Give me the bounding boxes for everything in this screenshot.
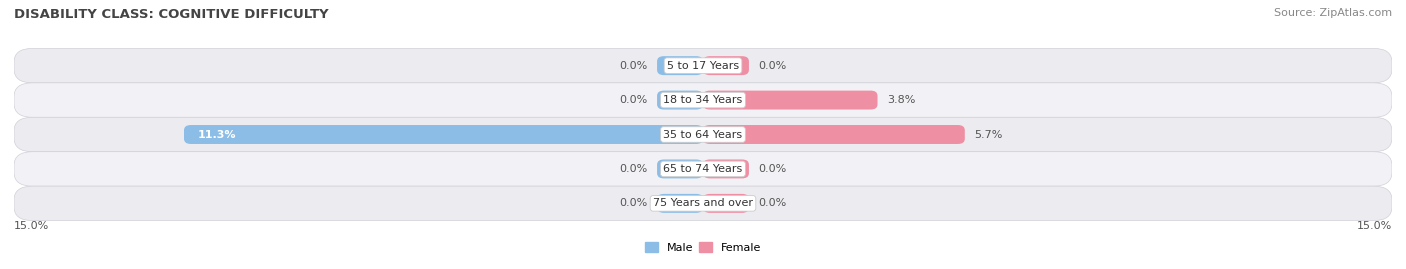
Text: 0.0%: 0.0% — [620, 95, 648, 105]
FancyBboxPatch shape — [184, 125, 703, 144]
FancyBboxPatch shape — [14, 117, 1392, 152]
Text: 3.8%: 3.8% — [887, 95, 915, 105]
Text: 0.0%: 0.0% — [620, 198, 648, 208]
FancyBboxPatch shape — [703, 194, 749, 213]
Legend: Male, Female: Male, Female — [644, 242, 762, 253]
Text: 0.0%: 0.0% — [620, 61, 648, 71]
FancyBboxPatch shape — [14, 186, 1392, 221]
Text: 5.7%: 5.7% — [974, 129, 1002, 140]
Text: 15.0%: 15.0% — [1357, 221, 1392, 231]
FancyBboxPatch shape — [14, 152, 1392, 186]
Text: 0.0%: 0.0% — [758, 198, 786, 208]
Text: 65 to 74 Years: 65 to 74 Years — [664, 164, 742, 174]
FancyBboxPatch shape — [14, 83, 1392, 117]
Text: 11.3%: 11.3% — [198, 129, 236, 140]
FancyBboxPatch shape — [703, 125, 965, 144]
FancyBboxPatch shape — [703, 160, 749, 178]
Text: 0.0%: 0.0% — [758, 61, 786, 71]
FancyBboxPatch shape — [703, 91, 877, 109]
FancyBboxPatch shape — [14, 48, 1392, 83]
Text: 15.0%: 15.0% — [14, 221, 49, 231]
Text: 0.0%: 0.0% — [758, 164, 786, 174]
Text: DISABILITY CLASS: COGNITIVE DIFFICULTY: DISABILITY CLASS: COGNITIVE DIFFICULTY — [14, 8, 329, 21]
Text: 18 to 34 Years: 18 to 34 Years — [664, 95, 742, 105]
Text: 35 to 64 Years: 35 to 64 Years — [664, 129, 742, 140]
FancyBboxPatch shape — [657, 194, 703, 213]
Text: 5 to 17 Years: 5 to 17 Years — [666, 61, 740, 71]
FancyBboxPatch shape — [657, 91, 703, 109]
Text: 0.0%: 0.0% — [620, 164, 648, 174]
FancyBboxPatch shape — [703, 56, 749, 75]
Text: Source: ZipAtlas.com: Source: ZipAtlas.com — [1274, 8, 1392, 18]
FancyBboxPatch shape — [657, 56, 703, 75]
FancyBboxPatch shape — [657, 160, 703, 178]
Text: 75 Years and over: 75 Years and over — [652, 198, 754, 208]
